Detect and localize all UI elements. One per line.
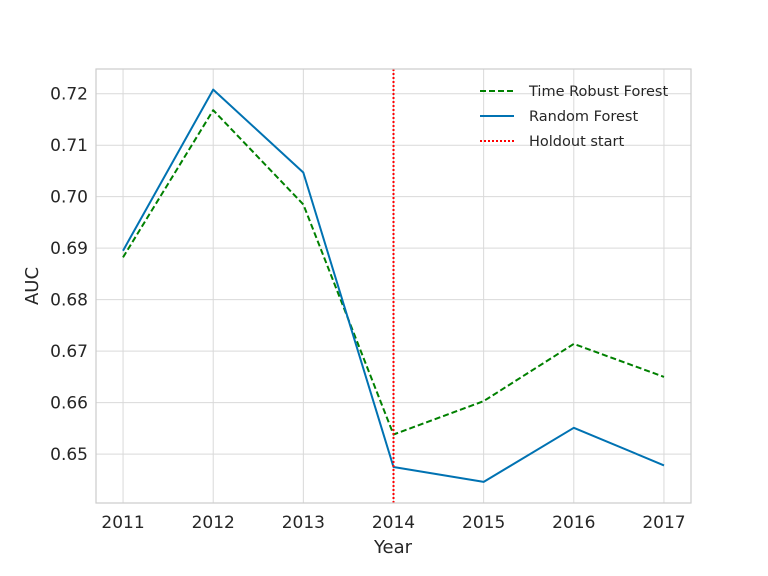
y-tick-label: 0.69 xyxy=(50,239,88,259)
plot-frame xyxy=(95,68,692,504)
x-tick-label: 2011 xyxy=(101,513,144,533)
y-tick-label: 0.72 xyxy=(50,85,88,105)
y-tick-label: 0.71 xyxy=(50,136,88,156)
y-tick-label: 0.67 xyxy=(50,342,88,362)
x-tick-label: 2014 xyxy=(372,513,415,533)
x-axis-label: Year xyxy=(373,537,413,558)
y-tick-labels: 0.65 0.66 0.67 0.68 0.69 0.70 0.71 0.72 xyxy=(50,85,88,465)
y-tick-label: 0.68 xyxy=(50,291,88,311)
x-tick-labels: 2011 2012 2013 2014 2015 2016 2017 xyxy=(101,513,685,533)
x-tick-label: 2017 xyxy=(642,513,685,533)
legend-label: Random Forest xyxy=(529,109,638,125)
legend: Time Robust Forest Random Forest Holdout s… xyxy=(480,84,668,150)
legend-label: Holdout start xyxy=(529,134,624,150)
x-tick-label: 2016 xyxy=(552,513,595,533)
y-tick-label: 0.70 xyxy=(50,188,88,208)
x-tick-label: 2013 xyxy=(282,513,325,533)
x-tick-label: 2012 xyxy=(192,513,235,533)
legend-label: Time Robust Forest xyxy=(528,84,668,100)
y-tick-label: 0.65 xyxy=(50,445,88,465)
y-tick-label: 0.66 xyxy=(50,394,88,414)
series-lines xyxy=(122,69,665,503)
y-axis-label: AUC xyxy=(22,267,43,305)
x-tick-label: 2015 xyxy=(462,513,505,533)
